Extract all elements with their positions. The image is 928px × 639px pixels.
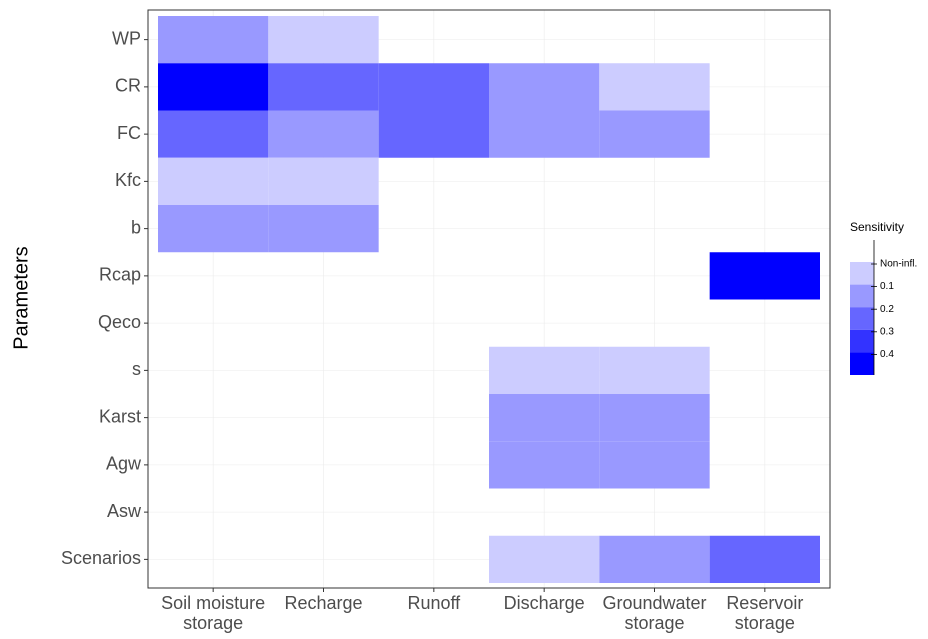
heatmap-cell xyxy=(489,110,600,158)
heatmap-cell xyxy=(378,63,489,111)
heatmap-cell xyxy=(489,535,600,583)
y-tick-label: FC xyxy=(117,123,141,143)
y-tick-label: s xyxy=(132,359,141,379)
plot-border xyxy=(147,9,831,589)
x-tick-label: Soil moisture storage xyxy=(161,593,265,633)
x-tick-label: Runoff xyxy=(407,593,461,613)
y-tick-label: Kfc xyxy=(115,170,141,190)
heatmap-cell xyxy=(268,63,379,111)
heatmap-cell xyxy=(489,394,600,442)
y-tick-label: Qeco xyxy=(98,312,141,332)
x-tick-label: Recharge xyxy=(284,593,362,613)
y-tick-label: b xyxy=(131,217,141,237)
heatmap-cell xyxy=(599,110,710,158)
legend-swatch xyxy=(850,307,874,330)
heatmap-cell xyxy=(709,535,820,583)
legend-label: 0.1 xyxy=(880,281,894,292)
x-tick-label: Groundwater storage xyxy=(602,593,706,633)
heatmap-cell xyxy=(489,63,600,111)
heatmap-cell xyxy=(158,63,269,111)
heatmap-cell xyxy=(158,16,269,64)
y-tick-label: WP xyxy=(112,28,141,48)
y-tick-label: Scenarios xyxy=(61,548,141,568)
heatmap-cell xyxy=(489,441,600,489)
heatmap-cell xyxy=(268,16,379,64)
heatmap-cell xyxy=(489,346,600,394)
heatmap-cell xyxy=(599,63,710,111)
legend-swatch xyxy=(850,352,874,375)
y-tick-label: CR xyxy=(115,76,141,96)
legend-label: 0.4 xyxy=(880,349,894,360)
legend-title: Sensitivity xyxy=(850,220,904,234)
heatmap-cell xyxy=(709,252,820,300)
x-tick-label: Reservoir storage xyxy=(726,593,803,633)
heatmap-cell xyxy=(599,441,710,489)
y-tick-label: Agw xyxy=(106,454,142,474)
heatmap-cell xyxy=(599,394,710,442)
heatmap-cell xyxy=(599,535,710,583)
heatmap-cell xyxy=(268,205,379,253)
legend-swatch xyxy=(850,284,874,308)
heatmap-cell xyxy=(158,157,269,205)
legend-label: 0.2 xyxy=(880,304,894,315)
heatmap-cell xyxy=(158,110,269,158)
heatmap-cell xyxy=(599,346,710,394)
x-tick-label: Discharge xyxy=(504,593,585,613)
legend-label: Non-infl. xyxy=(880,259,917,270)
legend-label: 0.3 xyxy=(880,326,894,337)
y-tick-label: Rcap xyxy=(99,265,141,285)
y-tick-label: Karst xyxy=(99,406,141,426)
heatmap-cell xyxy=(158,205,269,253)
heatmap-cell xyxy=(378,110,489,158)
y-axis-label: Parameters xyxy=(10,246,32,349)
legend-swatch xyxy=(850,329,874,353)
heatmap-cell xyxy=(268,157,379,205)
heatmap-cell xyxy=(268,110,379,158)
y-tick-label: Asw xyxy=(107,501,142,521)
legend-swatch xyxy=(850,262,874,285)
